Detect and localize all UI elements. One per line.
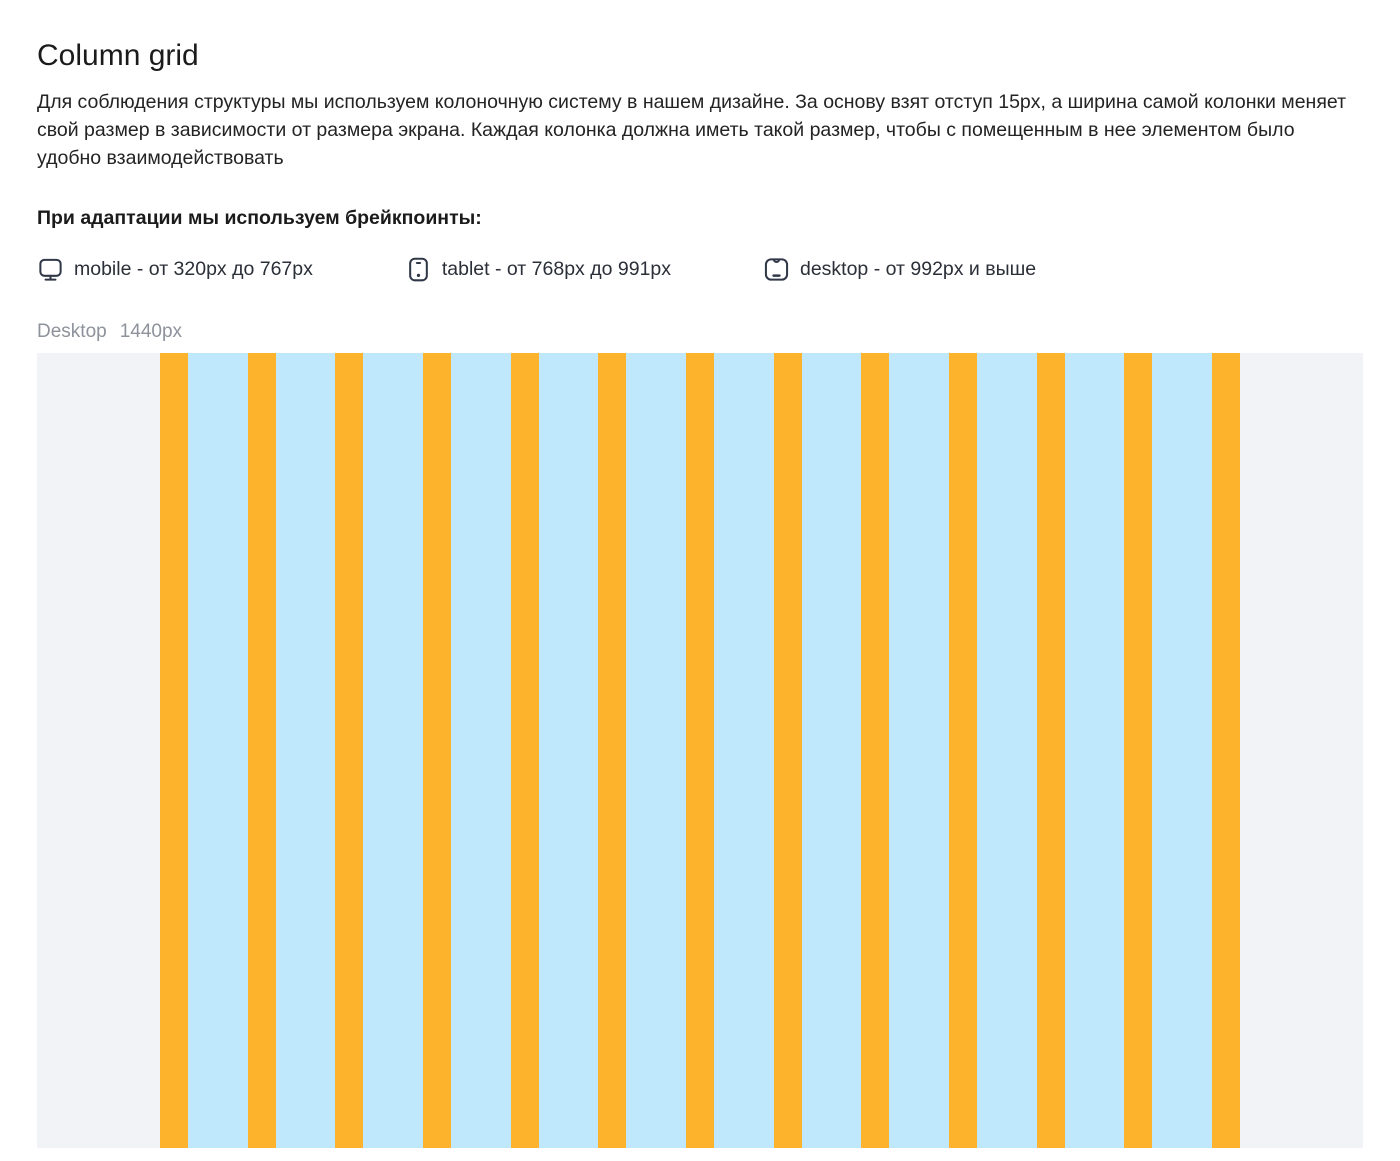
tablet-landscape-icon: [763, 256, 790, 283]
grid-columns: [160, 353, 1241, 1148]
monitor-icon: [37, 256, 64, 283]
grid-gutter: [335, 353, 364, 1148]
grid-column: [188, 353, 248, 1148]
grid-column: [626, 353, 687, 1148]
grid-gutter: [247, 353, 276, 1148]
grid-gutter: [423, 353, 452, 1148]
breakpoint-tablet: tablet - от 768px до 991px: [405, 256, 671, 283]
grid-gutter: [160, 353, 188, 1148]
grid-preview: [37, 353, 1363, 1148]
grid-column: [275, 353, 336, 1148]
grid-column: [538, 353, 599, 1148]
grid-column: [977, 353, 1037, 1148]
breakpoint-desktop: desktop - от 992px и выше: [763, 256, 1036, 283]
grid-column: [1064, 353, 1125, 1148]
breakpoint-mobile-label: mobile - от 320px до 767px: [74, 258, 313, 280]
grid-gutter: [1212, 353, 1241, 1148]
preview-width-label: 1440px: [119, 321, 183, 342]
grid-gutter: [1124, 353, 1153, 1148]
breakpoints-row: mobile - от 320px до 767px tablet - от 7…: [37, 256, 1363, 283]
grid-gutter: [598, 353, 627, 1148]
grid-gutter: [686, 353, 715, 1148]
grid-column: [451, 353, 511, 1148]
tablet-portrait-icon: [405, 256, 432, 283]
grid-gutter: [1036, 353, 1065, 1148]
page-title: Column grid: [37, 39, 199, 72]
page-description: Для соблюдения структуры мы используем к…: [37, 91, 1347, 169]
grid-gutter: [773, 353, 802, 1148]
grid-column: [889, 353, 950, 1148]
preview-device-label: Desktop: [37, 321, 107, 342]
breakpoint-tablet-label: tablet - от 768px до 991px: [441, 258, 671, 280]
preview-label: Desktop 1440px: [37, 321, 1363, 343]
grid-gutter: [861, 353, 890, 1148]
breakpoints-heading: При адаптации мы используем брейкпоинты:: [37, 207, 482, 229]
grid-column: [801, 353, 862, 1148]
grid-column: [363, 353, 424, 1148]
grid-gutter: [949, 353, 978, 1148]
breakpoint-desktop-label: desktop - от 992px и выше: [799, 258, 1037, 280]
grid-column: [714, 353, 774, 1148]
grid-gutter: [510, 353, 539, 1148]
grid-column: [1152, 353, 1213, 1148]
breakpoint-mobile: mobile - от 320px до 767px: [37, 256, 313, 283]
